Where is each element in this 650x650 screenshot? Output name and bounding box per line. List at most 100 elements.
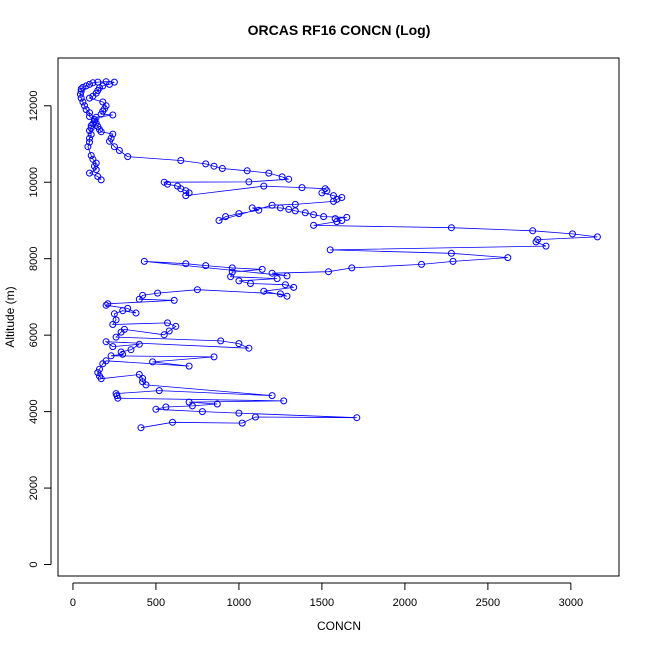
- data-point: [238, 419, 246, 427]
- data-point: [593, 233, 601, 241]
- data-point: [278, 173, 286, 181]
- data-point: [82, 82, 90, 90]
- data-point: [285, 175, 293, 183]
- data-point: [86, 94, 93, 102]
- data-point: [235, 277, 243, 285]
- data-point: [218, 165, 226, 172]
- data-point: [140, 257, 148, 265]
- data-point: [255, 206, 263, 214]
- data-point: [260, 182, 268, 190]
- data-point: [165, 327, 173, 335]
- data-point: [107, 134, 115, 142]
- data-point: [91, 162, 98, 170]
- data-point: [310, 221, 318, 229]
- data-point: [169, 418, 176, 426]
- data-point: [112, 333, 120, 341]
- data-point: [198, 408, 206, 416]
- data-point: [87, 152, 95, 159]
- data-point: [96, 372, 103, 380]
- data-point: [104, 300, 112, 308]
- data-point: [193, 286, 201, 294]
- data-point: [77, 85, 85, 93]
- data-point: [160, 331, 168, 339]
- data-point: [447, 224, 455, 232]
- data-point: [326, 246, 334, 254]
- data-point: [210, 162, 218, 170]
- data-point: [235, 210, 243, 218]
- data-point: [115, 147, 123, 154]
- data-point: [252, 413, 259, 421]
- data-point: [542, 242, 550, 250]
- data-point: [260, 287, 268, 295]
- y-tick-label: 10000: [28, 167, 40, 198]
- data-point: [301, 209, 309, 217]
- x-axis-label: CONCN: [317, 619, 361, 633]
- data-point: [276, 204, 284, 212]
- data-point: [245, 344, 253, 352]
- data-point: [109, 343, 117, 351]
- data-point: [152, 405, 160, 413]
- data-point: [76, 90, 84, 98]
- data-point: [283, 272, 291, 280]
- data-point: [110, 310, 118, 318]
- data-point: [330, 192, 337, 200]
- data-point: [213, 400, 221, 408]
- data-point: [283, 292, 291, 300]
- data-point: [127, 346, 135, 354]
- data-point: [77, 94, 85, 102]
- data-point: [222, 213, 230, 221]
- data-point: [81, 102, 89, 110]
- data-point: [320, 213, 328, 221]
- data-point: [285, 205, 293, 213]
- data-point: [247, 280, 254, 287]
- data-point: [109, 111, 117, 119]
- data-point: [162, 403, 170, 411]
- data-point: [106, 80, 113, 88]
- data-point: [348, 264, 356, 272]
- data-point: [235, 340, 243, 348]
- data-point: [182, 260, 190, 268]
- data-point: [86, 138, 93, 146]
- data-point: [139, 291, 147, 299]
- data-point: [112, 390, 120, 398]
- data-point: [139, 378, 147, 386]
- data-point: [258, 265, 266, 273]
- data-point: [323, 187, 331, 195]
- data-point: [280, 397, 288, 405]
- x-tick-label: 1000: [227, 597, 251, 609]
- data-point: [86, 80, 93, 88]
- data-point: [338, 217, 346, 224]
- data-point: [86, 169, 93, 177]
- data-point: [135, 371, 143, 378]
- data-point: [504, 254, 512, 262]
- y-axis: 0 2000 4000 6000 8000 10000 12000: [28, 90, 52, 568]
- data-point: [569, 230, 576, 238]
- data-point: [228, 264, 236, 272]
- plot-area-frame: [57, 57, 620, 577]
- data-point: [94, 369, 102, 377]
- y-tick-label: 2000: [28, 476, 40, 500]
- data-point: [102, 301, 110, 309]
- data-point: [137, 424, 145, 432]
- data-point: [84, 143, 92, 151]
- data-point: [86, 127, 93, 135]
- data-point: [77, 87, 85, 95]
- data-point: [102, 357, 110, 365]
- data-point: [338, 194, 346, 201]
- data-point: [353, 414, 361, 422]
- data-point: [87, 131, 95, 138]
- data-point: [291, 200, 299, 208]
- data-point: [217, 337, 225, 345]
- y-tick-label: 0: [28, 561, 40, 567]
- data-point: [177, 157, 185, 164]
- data-point: [155, 387, 163, 395]
- data-point: [185, 398, 193, 406]
- data-point: [447, 249, 455, 257]
- y-tick-label: 8000: [28, 246, 40, 270]
- x-tick-label: 2000: [393, 597, 417, 609]
- data-point: [235, 409, 243, 417]
- series-points: [76, 78, 601, 432]
- data-point: [281, 281, 289, 289]
- x-tick-label: 3000: [559, 597, 583, 609]
